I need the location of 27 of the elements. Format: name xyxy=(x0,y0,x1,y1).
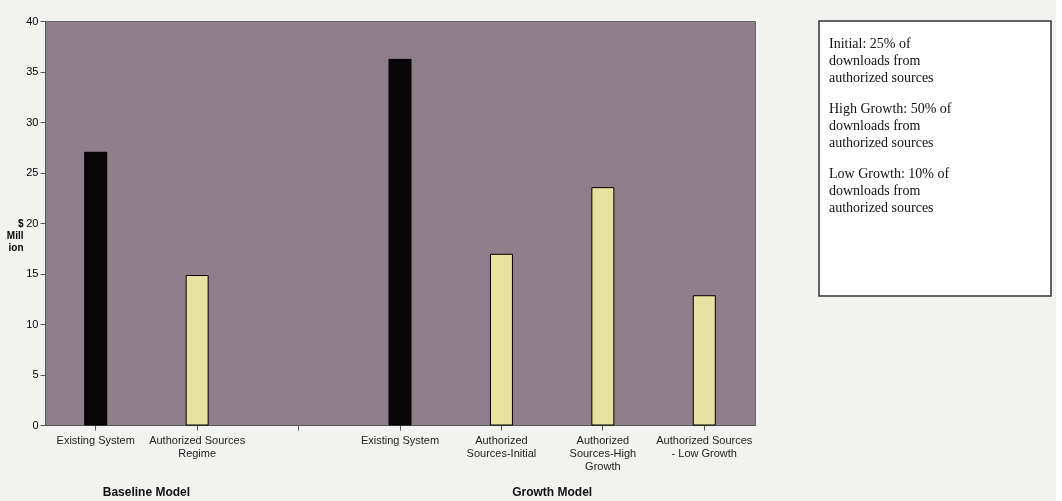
x-tick-label: Authorized Sources-High Growth xyxy=(569,434,637,472)
bar xyxy=(489,253,513,426)
text: Low Growth: 10% of downloads from authorized sources xyxy=(829,166,950,215)
text: Baseline Model xyxy=(102,485,191,499)
y-tick-label: 5 xyxy=(32,368,39,380)
y-tick-label: 25 xyxy=(26,166,39,178)
y-tick-label: 10 xyxy=(26,317,39,330)
y-tick-label: 30 xyxy=(26,115,39,128)
bar xyxy=(692,295,716,426)
x-tick-label: Authorized Sources Regime xyxy=(149,434,246,459)
text: Growth Model xyxy=(512,485,593,499)
y-tick-label: 15 xyxy=(26,267,39,279)
bar xyxy=(185,275,209,426)
x-tick-label: Authorized Sources - Low Growth xyxy=(656,434,753,459)
bar xyxy=(84,151,108,426)
x-tick-label: Authorized Sources-Initial xyxy=(466,434,537,459)
bar xyxy=(388,58,412,426)
y-tick-label: 0 xyxy=(32,418,39,431)
x-tick-label: Existing System xyxy=(56,434,135,446)
y-tick-label: 40 xyxy=(26,14,39,27)
text: High Growth: 50% of downloads from authorized sources xyxy=(829,101,952,150)
text: Initial: 25% of downloads from authorized sources xyxy=(829,36,934,85)
y-tick-label: 20 xyxy=(26,216,39,229)
bar xyxy=(591,187,615,426)
y-axis-title: $ Mill ion xyxy=(6,217,24,253)
x-tick-label: Existing System xyxy=(360,434,440,446)
y-tick-label: 35 xyxy=(26,65,39,77)
